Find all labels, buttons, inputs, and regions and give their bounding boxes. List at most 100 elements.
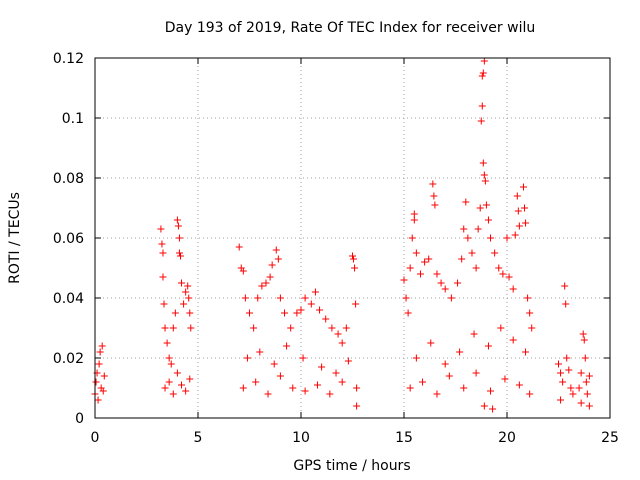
data-point bbox=[99, 387, 107, 395]
data-point bbox=[176, 252, 184, 260]
data-point bbox=[487, 387, 495, 395]
y-tick-labels: 0 0.02 0.04 0.06 0.08 0.1 0.12 bbox=[53, 51, 84, 427]
data-point bbox=[160, 300, 168, 308]
y-tick-label: 0.04 bbox=[53, 291, 84, 307]
data-point bbox=[344, 357, 352, 365]
data-point bbox=[334, 330, 342, 338]
data-point bbox=[563, 354, 571, 362]
data-point bbox=[501, 375, 509, 383]
data-point bbox=[479, 159, 487, 167]
data-point bbox=[524, 294, 532, 302]
data-point bbox=[577, 399, 585, 407]
data-point bbox=[580, 336, 588, 344]
data-point bbox=[186, 309, 194, 317]
data-point bbox=[495, 264, 503, 272]
data-point bbox=[519, 183, 527, 191]
chart-title: Day 193 of 2019, Rate Of TEC Index for r… bbox=[165, 20, 535, 36]
data-point bbox=[433, 270, 441, 278]
data-point bbox=[161, 384, 169, 392]
data-point bbox=[322, 315, 330, 323]
data-point bbox=[479, 69, 487, 77]
data-point bbox=[246, 309, 253, 317]
data-point bbox=[526, 309, 534, 317]
data-point bbox=[430, 192, 438, 200]
data-point bbox=[515, 381, 523, 389]
data-point bbox=[559, 378, 567, 386]
data-point bbox=[577, 369, 585, 377]
data-point bbox=[447, 294, 455, 302]
data-point bbox=[585, 402, 593, 410]
x-tick-label: 5 bbox=[194, 430, 203, 446]
data-point bbox=[515, 222, 523, 230]
y-tick-label: 0.08 bbox=[53, 171, 84, 187]
data-point bbox=[167, 360, 175, 368]
data-point bbox=[454, 279, 462, 287]
data-point bbox=[585, 372, 593, 380]
data-point bbox=[171, 309, 179, 317]
data-point bbox=[481, 177, 489, 185]
data-point bbox=[243, 354, 251, 362]
data-point bbox=[569, 390, 577, 398]
data-point bbox=[313, 381, 321, 389]
data-point bbox=[509, 336, 517, 344]
data-point bbox=[404, 309, 412, 317]
data-point bbox=[406, 384, 414, 392]
data-point bbox=[460, 384, 468, 392]
data-point bbox=[178, 381, 186, 389]
data-point bbox=[458, 255, 466, 263]
data-point bbox=[406, 264, 414, 272]
data-point bbox=[175, 234, 183, 242]
axis-ticks bbox=[94, 57, 611, 419]
x-axis-label: GPS time / hours bbox=[293, 458, 410, 474]
data-point bbox=[316, 306, 324, 314]
data-point bbox=[165, 354, 173, 362]
data-point bbox=[470, 330, 478, 338]
data-point bbox=[468, 249, 476, 257]
data-point bbox=[328, 324, 336, 332]
data-point bbox=[182, 288, 190, 296]
data-point bbox=[182, 387, 190, 395]
data-point bbox=[521, 204, 529, 212]
data-point bbox=[338, 339, 346, 347]
data-point bbox=[437, 279, 445, 287]
data-point bbox=[477, 117, 485, 125]
data-point bbox=[505, 273, 513, 281]
data-point bbox=[514, 207, 522, 215]
data-point bbox=[484, 342, 492, 350]
data-point bbox=[410, 216, 418, 224]
data-point bbox=[268, 261, 276, 269]
data-point bbox=[272, 246, 280, 254]
data-point bbox=[575, 384, 583, 392]
data-points bbox=[91, 57, 593, 413]
data-point bbox=[464, 234, 472, 242]
data-point bbox=[293, 309, 301, 317]
x-tick-label: 25 bbox=[601, 430, 619, 446]
data-point bbox=[289, 384, 297, 392]
y-tick-label: 0.12 bbox=[53, 51, 84, 67]
data-point bbox=[484, 216, 492, 224]
data-point bbox=[297, 306, 305, 314]
data-point bbox=[175, 249, 183, 257]
data-point bbox=[412, 249, 420, 257]
data-point bbox=[178, 279, 186, 287]
data-point bbox=[301, 294, 309, 302]
data-point bbox=[352, 300, 360, 308]
data-point bbox=[351, 264, 359, 272]
data-point bbox=[266, 273, 274, 281]
data-point bbox=[250, 324, 258, 332]
data-point bbox=[489, 405, 497, 413]
data-point bbox=[410, 210, 418, 218]
data-point bbox=[96, 348, 104, 356]
data-point bbox=[425, 255, 433, 263]
data-point bbox=[526, 390, 534, 398]
data-point bbox=[400, 276, 408, 284]
x-tick-label: 10 bbox=[292, 430, 310, 446]
data-point bbox=[462, 198, 470, 206]
data-point bbox=[184, 282, 192, 290]
data-point bbox=[482, 201, 490, 209]
data-point bbox=[187, 324, 195, 332]
data-point bbox=[528, 324, 536, 332]
data-point bbox=[416, 270, 424, 278]
data-point bbox=[433, 390, 441, 398]
data-point bbox=[186, 375, 194, 383]
